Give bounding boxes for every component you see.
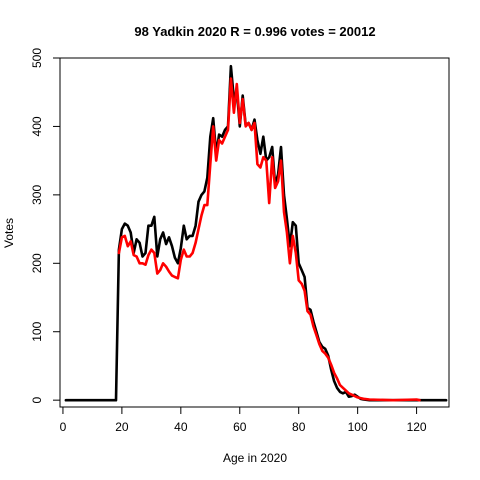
y-axis: 0 100 200 300 400 500 — [30, 48, 61, 404]
x-axis: 0 20 40 60 80 100 120 — [60, 406, 427, 434]
y-tick-label: 200 — [30, 253, 44, 273]
y-tick-label: 100 — [30, 321, 44, 341]
x-tick-label: 40 — [174, 420, 188, 434]
chart-title: 98 Yadkin 2020 R = 0.996 votes = 20012 — [134, 24, 375, 39]
y-tick-label: 300 — [30, 185, 44, 205]
y-tick-label: 0 — [30, 397, 44, 404]
x-tick-label: 80 — [292, 420, 306, 434]
x-tick-label: 20 — [115, 420, 129, 434]
x-tick-label: 100 — [348, 420, 368, 434]
x-tick-label: 0 — [60, 420, 67, 434]
x-tick-label: 120 — [407, 420, 427, 434]
x-tick-label: 60 — [233, 420, 247, 434]
y-tick-label: 500 — [30, 48, 44, 68]
y-tick-label: 400 — [30, 116, 44, 136]
x-axis-label: Age in 2020 — [223, 451, 287, 465]
series-line-2 — [117, 77, 421, 402]
y-axis-label: Votes — [2, 218, 16, 248]
series-layer — [64, 64, 448, 402]
